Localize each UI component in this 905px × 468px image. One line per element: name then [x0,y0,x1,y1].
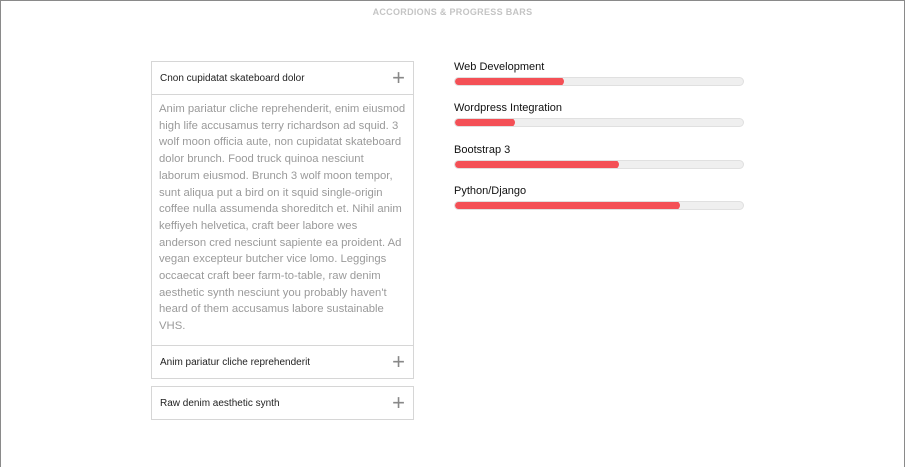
accordion-item-3: Raw denim aesthetic synth + [151,386,414,420]
accordion-body: Anim pariatur cliche reprehenderit, enim… [152,94,413,349]
plus-icon[interactable]: + [392,65,405,90]
plus-icon[interactable]: + [392,390,405,415]
skill-label: Bootstrap 3 [454,144,511,156]
accordion-title: Cnon cupidatat skateboard dolor [160,72,305,84]
skill-wordpress-integration: Wordpress Integration [454,102,744,127]
progress-bar [454,77,744,86]
progress-fill [455,119,516,126]
accordion-title: Anim pariatur cliche reprehenderit [160,356,311,368]
skill-python-django: Python/Django [454,185,744,210]
accordion-header-2[interactable]: Anim pariatur cliche reprehenderit + [152,346,413,378]
accordion-header-1[interactable]: Cnon cupidatat skateboard dolor + [152,62,413,94]
progress-fill [455,161,620,168]
progress-bar [454,201,744,210]
progress-bar [454,160,744,169]
plus-icon[interactable]: + [392,349,405,374]
accordion-header-3[interactable]: Raw denim aesthetic synth + [152,387,413,419]
section-title: ACCORDIONS & PROGRESS BARS [372,7,533,17]
skill-bootstrap-3: Bootstrap 3 [454,144,744,169]
skill-label: Python/Django [454,185,527,197]
accordion-item-1: Cnon cupidatat skateboard dolor + Anim p… [151,61,414,350]
progress-bar [454,118,744,127]
progress-fill [455,202,680,209]
skill-label: Wordpress Integration [454,102,563,114]
skill-web-development: Web Development [454,61,744,86]
progress-fill [455,78,565,85]
accordion-item-2: Anim pariatur cliche reprehenderit + [151,345,414,379]
accordion-title: Raw denim aesthetic synth [160,397,280,409]
skill-label: Web Development [454,61,545,73]
